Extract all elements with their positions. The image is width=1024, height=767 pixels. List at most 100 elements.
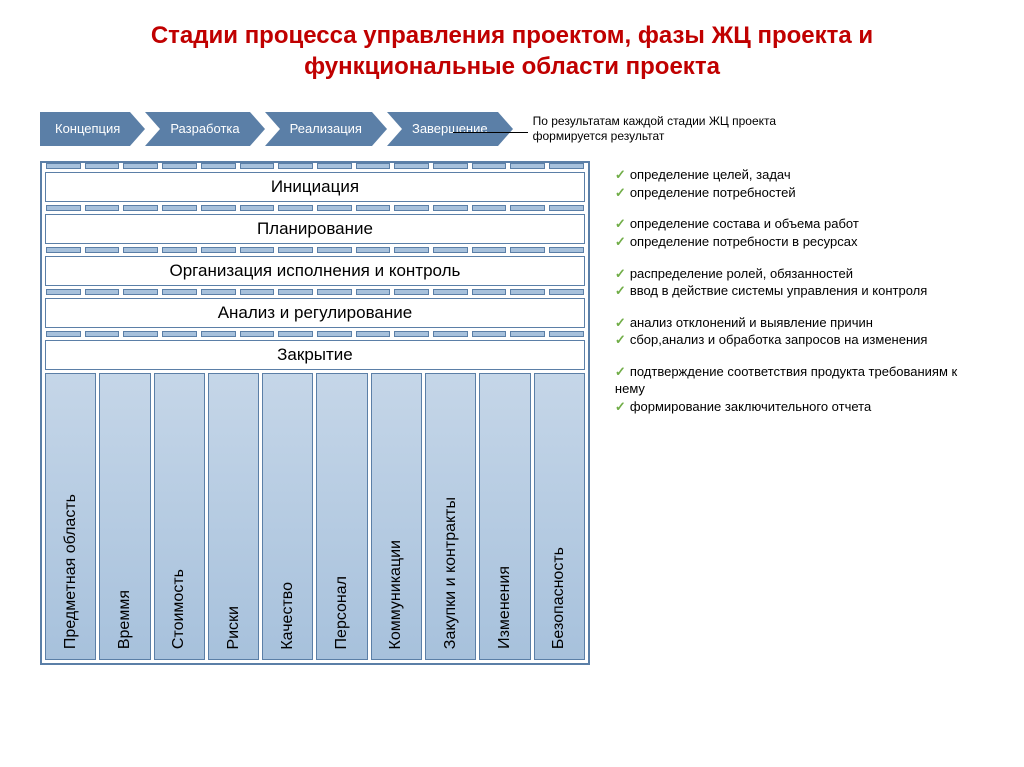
dash-segment: [472, 163, 507, 169]
phases-row: Концепция Разработка Реализация Завершен…: [40, 112, 984, 146]
annotation-group: определение целей, задачопределение потр…: [615, 166, 984, 201]
slide-title: Стадии процесса управления проектом, фаз…: [40, 20, 984, 82]
annotation-item: подтверждение соответствия продукта треб…: [615, 363, 984, 398]
dash-segment: [278, 247, 313, 253]
dash-segment: [278, 163, 313, 169]
dash-segment: [162, 289, 197, 295]
dash-segment: [433, 163, 468, 169]
annotation-group: распределение ролей, обязанностейввод в …: [615, 265, 984, 300]
dash-segment: [433, 205, 468, 211]
annotation-item: распределение ролей, обязанностей: [615, 265, 984, 283]
dash-segment: [510, 289, 545, 295]
func-area-column: Времмя: [99, 373, 150, 660]
dash-segment: [356, 331, 391, 337]
func-area-column: Закупки и контракты: [425, 373, 476, 660]
dash-segment: [201, 289, 236, 295]
dash-segment: [201, 247, 236, 253]
dash-segment: [46, 163, 81, 169]
phase-concept: Концепция: [40, 112, 130, 146]
dash-segment: [317, 331, 352, 337]
dash-segment: [433, 331, 468, 337]
annotation-item: определение целей, задач: [615, 166, 984, 184]
dash-segment: [356, 247, 391, 253]
dash-segment: [46, 331, 81, 337]
dash-segment: [278, 289, 313, 295]
title-line-2: функциональные области проекта: [304, 53, 720, 80]
annotation-group: определение состава и объема работопреде…: [615, 215, 984, 250]
process-closing: Закрытие: [45, 340, 585, 370]
dash-segment: [123, 205, 158, 211]
dash-segment: [46, 205, 81, 211]
func-area-column: Изменения: [479, 373, 530, 660]
annotation-item: определение потребностей: [615, 184, 984, 202]
dash-segment: [549, 331, 584, 337]
func-area-column: Предметная область: [45, 373, 96, 660]
dash-segment: [201, 163, 236, 169]
dash-segment: [549, 289, 584, 295]
dash-segment: [549, 205, 584, 211]
func-area-column: Безопасность: [534, 373, 585, 660]
dash-segment: [394, 289, 429, 295]
dash-row: [42, 289, 588, 295]
dash-segment: [85, 331, 120, 337]
dash-segment: [472, 205, 507, 211]
dash-segment: [317, 163, 352, 169]
func-area-label: Времмя: [116, 580, 134, 659]
dash-segment: [201, 205, 236, 211]
func-area-label: Безопасность: [550, 537, 568, 659]
func-area-label: Предметная область: [62, 484, 80, 659]
dash-segment: [123, 331, 158, 337]
title-line-1: Стадии процесса управления проектом, фаз…: [151, 22, 873, 49]
func-area-column: Персонал: [316, 373, 367, 660]
func-area-column: Риски: [208, 373, 259, 660]
dash-segment: [240, 331, 275, 337]
process-execution-control: Организация исполнения и контроль: [45, 256, 585, 286]
func-area-column: Стоимость: [154, 373, 205, 660]
annotation-group: подтверждение соответствия продукта треб…: [615, 363, 984, 416]
dash-segment: [240, 163, 275, 169]
func-area-label: Стоимость: [170, 559, 188, 659]
phase-development: Разработка: [145, 112, 249, 146]
dash-segment: [472, 247, 507, 253]
dash-segment: [46, 289, 81, 295]
process-analysis-regulation: Анализ и регулирование: [45, 298, 585, 328]
annotations: определение целей, задачопределение потр…: [615, 161, 984, 429]
dash-segment: [85, 289, 120, 295]
dash-segment: [317, 289, 352, 295]
dash-segment: [510, 163, 545, 169]
dash-segment: [278, 205, 313, 211]
dash-segment: [394, 247, 429, 253]
dash-segment: [123, 289, 158, 295]
process-planning: Планирование: [45, 214, 585, 244]
annotation-item: определение состава и объема работ: [615, 215, 984, 233]
annotation-item: формирование заключительного отчета: [615, 398, 984, 416]
dash-segment: [510, 331, 545, 337]
result-note-line-2: формируется результат: [533, 129, 665, 143]
dash-segment: [510, 247, 545, 253]
result-note-line-1: По результатам каждой стадии ЖЦ проекта: [533, 114, 776, 128]
dash-segment: [433, 289, 468, 295]
dash-segment: [549, 163, 584, 169]
dash-segment: [85, 205, 120, 211]
result-note: По результатам каждой стадии ЖЦ проекта …: [533, 114, 776, 145]
func-area-label: Изменения: [496, 556, 514, 659]
dash-segment: [356, 205, 391, 211]
func-area-label: Качество: [279, 572, 297, 660]
dash-segment: [85, 163, 120, 169]
dash-row: [42, 247, 588, 253]
dash-segment: [123, 247, 158, 253]
func-area-label: Персонал: [333, 566, 351, 659]
func-area-label: Риски: [225, 596, 243, 660]
dash-segment: [201, 331, 236, 337]
dash-segment: [123, 163, 158, 169]
dash-segment: [240, 289, 275, 295]
dash-segment: [317, 247, 352, 253]
annotation-group: анализ отклонений и выявление причинсбор…: [615, 314, 984, 349]
annotation-item: определение потребности в ресурсах: [615, 233, 984, 251]
annotation-item: сбор,анализ и обработка запросов на изме…: [615, 331, 984, 349]
dash-segment: [472, 289, 507, 295]
dash-segment: [162, 331, 197, 337]
func-area-label: Закупки и контракты: [442, 487, 460, 659]
annotation-item: анализ отклонений и выявление причин: [615, 314, 984, 332]
dash-segment: [433, 247, 468, 253]
